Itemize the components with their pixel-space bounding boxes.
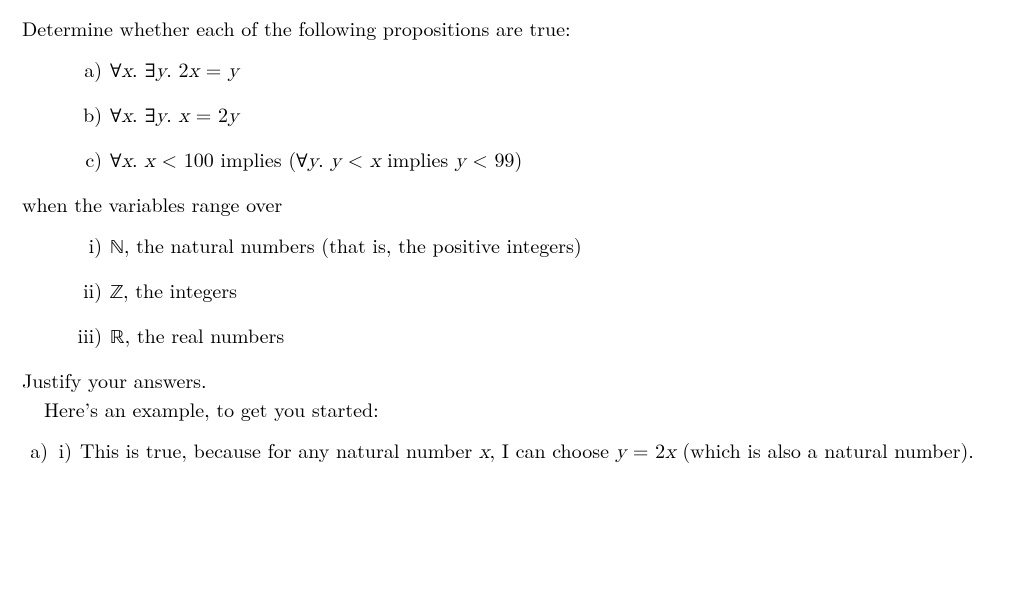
domain-r-body: ℝ, the real numbers (110, 321, 1002, 352)
domains-list: i) ℕ, the natural numbers (that is, the … (22, 231, 1002, 352)
page: Determine whether each of the following … (0, 0, 1024, 466)
domain-r: iii) ℝ, the real numbers (44, 321, 1002, 352)
domain-n-body: ℕ, the natural numbers (that is, the pos… (110, 231, 1002, 262)
domain-r-marker: iii) (44, 321, 110, 352)
justify-text: Justify your answers. (22, 366, 1002, 393)
prop-c-marker: c) (44, 145, 110, 176)
domain-z-desc: , the integers (123, 275, 237, 304)
prop-b-body: ∀x. ∃y. x = 2y (110, 100, 1002, 131)
worked-example: a) i) This is true, because for any natu… (22, 436, 1002, 466)
when-text: when the variables range over (22, 190, 1002, 217)
blackboard-n-icon: ℕ (110, 238, 124, 258)
domain-r-desc: , the real numbers (125, 320, 285, 349)
example-lead: Here’s an example, to get you started: (22, 395, 1002, 422)
blackboard-z-icon: ℤ (110, 283, 123, 303)
domain-z: ii) ℤ, the integers (44, 276, 1002, 307)
domain-n-marker: i) (44, 231, 110, 262)
example-marker-i: i) (50, 436, 80, 466)
propositions-list: a) ∀x. ∃y. 2x = y b) ∀x. ∃y. x = 2y c) ∀… (22, 55, 1002, 176)
intro-text: Determine whether each of the following … (22, 14, 1002, 41)
domain-n: i) ℕ, the natural numbers (that is, the … (44, 231, 1002, 262)
prop-c-body: ∀x. x < 100 implies (∀y. y < x implies y… (110, 145, 1002, 176)
prop-a: a) ∀x. ∃y. 2x = y (44, 55, 1002, 86)
prop-a-body: ∀x. ∃y. 2x = y (110, 55, 1002, 86)
worked-example-markers: a) i) (22, 436, 80, 466)
blackboard-r-icon: ℝ (110, 328, 125, 348)
domain-z-marker: ii) (44, 276, 110, 307)
prop-b: b) ∀x. ∃y. x = 2y (44, 100, 1002, 131)
prop-a-marker: a) (44, 55, 110, 86)
prop-b-marker: b) (44, 100, 110, 131)
domain-n-desc: , the natural numbers (that is, the posi… (124, 230, 582, 259)
example-body: This is true, because for any natural nu… (80, 436, 1002, 466)
prop-c: c) ∀x. x < 100 implies (∀y. y < x implie… (44, 145, 1002, 176)
example-marker-a: a) (22, 436, 50, 466)
domain-z-body: ℤ, the integers (110, 276, 1002, 307)
